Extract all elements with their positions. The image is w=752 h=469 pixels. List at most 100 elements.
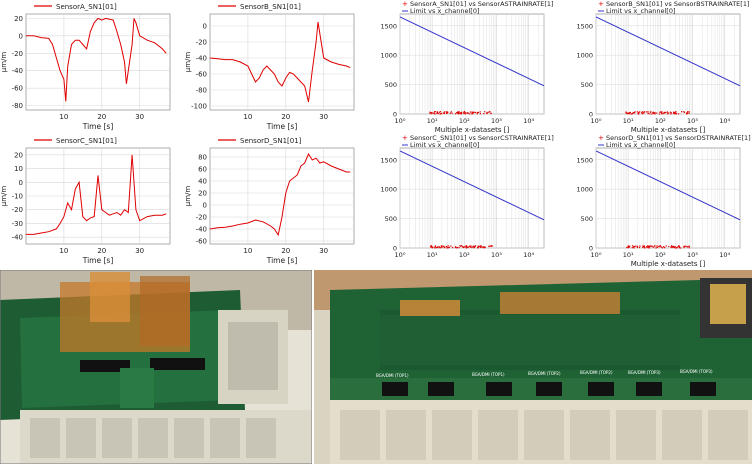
y-tick-label: 1000 xyxy=(380,52,397,60)
scatter-point xyxy=(451,246,454,249)
legend-label: SensorB_SN1[01] vs SensorBSTRAINRATE[1] xyxy=(606,0,750,8)
scatter-point xyxy=(677,113,680,115)
legend-marker: + xyxy=(598,0,604,8)
scatter-point xyxy=(484,111,486,113)
scatter-point xyxy=(439,111,442,113)
scatter-point xyxy=(487,111,489,114)
scatter-point xyxy=(434,113,436,115)
scatter-point xyxy=(441,245,443,247)
scatter-point xyxy=(457,113,460,115)
y-tick-label: 1500 xyxy=(380,22,397,30)
scatter-point xyxy=(462,112,465,114)
scatter-point xyxy=(457,112,460,114)
scatter-point xyxy=(652,111,654,114)
y-tick-label: 10 xyxy=(14,165,23,173)
scatter-point xyxy=(446,247,448,249)
scatter-point xyxy=(471,246,473,248)
y-tick-label: -20 xyxy=(12,206,23,214)
strain-rate-chart: 10⁰ 10¹ 10² 10³ 10⁴ 1500 1000 500 0 + SensorD_SN1[… xyxy=(576,134,750,268)
scatter-point xyxy=(678,245,680,247)
scatter-point xyxy=(433,112,435,114)
scatter-point xyxy=(450,245,452,247)
legend-marker: + xyxy=(598,134,604,142)
scatter-point xyxy=(638,111,640,113)
scatter-point xyxy=(652,246,654,248)
scatter-point xyxy=(440,112,443,114)
scatter-point xyxy=(670,246,672,248)
x-tick-label: 10¹ xyxy=(623,251,634,259)
scatter-point xyxy=(438,111,441,113)
scatter-point xyxy=(627,246,629,248)
y-tick-label: -80 xyxy=(12,102,23,110)
x-tick-label: 30 xyxy=(135,113,144,121)
scatter-point xyxy=(447,111,449,113)
x-tick-label: 20 xyxy=(281,247,290,255)
x-tick-label: 10⁴ xyxy=(523,117,534,125)
scatter-point xyxy=(446,245,448,248)
scatter-point xyxy=(638,246,641,249)
scatter-point xyxy=(652,112,654,114)
scatter-point xyxy=(447,247,450,249)
y-tick-label: -100 xyxy=(191,103,207,111)
scatter-point xyxy=(643,245,645,247)
x-tick-label: 20 xyxy=(281,113,290,121)
scatter-point xyxy=(625,111,627,113)
scatter-point xyxy=(628,246,630,248)
scatter-point xyxy=(656,245,658,247)
scatter-point xyxy=(672,246,674,248)
scatter-point xyxy=(688,247,690,249)
x-tick-label: 10⁴ xyxy=(523,251,534,259)
y-tick-label: -30 xyxy=(12,220,23,228)
scatter-point xyxy=(633,246,635,248)
scatter-point xyxy=(461,246,464,248)
scatter-point xyxy=(464,112,467,114)
y-tick-label: -20 xyxy=(196,39,207,47)
limit-line xyxy=(595,16,741,87)
scatter-point xyxy=(485,112,488,114)
scatter-point xyxy=(641,111,643,114)
scatter-point xyxy=(474,245,477,247)
scatter-point xyxy=(436,246,439,249)
scatter-point xyxy=(642,112,644,114)
legend-label: SensorD_SN1[01] vs SensorDSTRAINRATE[1] xyxy=(606,134,751,142)
scatter-point xyxy=(683,246,685,249)
x-tick-label: 10³ xyxy=(491,117,502,125)
scatter-point xyxy=(653,246,655,248)
board-label: BGA/DMI (TOP2) xyxy=(528,371,561,376)
scatter-point xyxy=(636,245,639,247)
y-tick-label: 1000 xyxy=(576,52,593,60)
left-board-photo xyxy=(0,269,313,465)
scatter-point xyxy=(439,246,441,248)
scatter-point xyxy=(459,112,461,114)
y-tick-label: 1500 xyxy=(576,22,593,30)
scatter-point xyxy=(659,111,661,113)
scatter-point xyxy=(488,111,490,113)
limit-line xyxy=(595,150,741,221)
scatter-point xyxy=(469,245,471,247)
y-axis-label: µm/m xyxy=(184,52,192,73)
scatter-point xyxy=(432,112,434,114)
scatter-point xyxy=(642,245,644,247)
scatter-point xyxy=(683,111,686,113)
x-axis-label: Time [s] xyxy=(266,256,298,265)
x-axis-label: Multiple x-datasets [] xyxy=(435,126,510,134)
scatter-point xyxy=(464,112,466,114)
y-tick-label: 500 xyxy=(581,215,593,223)
x-axis-label: Time [s] xyxy=(82,256,114,265)
x-tick-label: 10² xyxy=(655,117,666,125)
scatter-point xyxy=(449,112,451,114)
legend-label: SensorA_SN1[01] xyxy=(56,3,117,11)
scatter-point xyxy=(656,246,658,248)
scatter-point xyxy=(454,113,457,115)
plot-area xyxy=(25,13,171,111)
scatter-point xyxy=(430,111,433,114)
scatter-point xyxy=(436,112,438,114)
scatter-point xyxy=(457,112,459,114)
y-tick-label: 0 xyxy=(19,32,23,40)
scatter-point xyxy=(650,245,652,248)
scatter-point xyxy=(636,111,638,113)
scatter-point xyxy=(686,113,688,115)
scatter-point xyxy=(636,246,639,249)
x-axis-label: Time [s] xyxy=(82,122,114,131)
